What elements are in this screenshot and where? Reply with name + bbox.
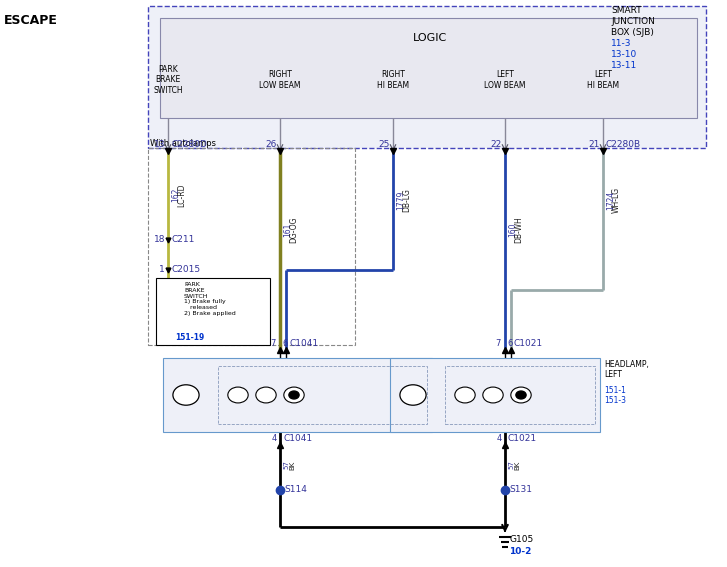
Text: DB-WH: DB-WH: [514, 217, 523, 243]
FancyBboxPatch shape: [156, 278, 270, 345]
Text: 161: 161: [283, 223, 292, 237]
Text: With autolamps: With autolamps: [150, 139, 216, 148]
Text: 151-19: 151-19: [175, 333, 204, 342]
Text: 160: 160: [508, 223, 517, 237]
Circle shape: [228, 387, 248, 403]
Text: 25: 25: [379, 140, 390, 149]
FancyBboxPatch shape: [160, 18, 697, 118]
Text: 13-10: 13-10: [611, 50, 638, 59]
Text: 22: 22: [491, 140, 502, 149]
Text: M: M: [409, 395, 417, 404]
Text: LEFT
LOW BEAM: LEFT LOW BEAM: [484, 70, 526, 90]
Text: 151-1
151-3: 151-1 151-3: [436, 386, 458, 405]
Text: RIGHT
LOW BEAM: RIGHT LOW BEAM: [260, 70, 301, 90]
Text: M: M: [182, 395, 190, 404]
Text: DG-OG: DG-OG: [289, 217, 298, 243]
Text: 4: 4: [272, 434, 277, 443]
Text: 1724: 1724: [606, 191, 615, 210]
Text: S114: S114: [284, 485, 307, 494]
Text: C1021: C1021: [508, 434, 537, 443]
Text: S131: S131: [509, 485, 532, 494]
Text: 162: 162: [171, 188, 180, 202]
Text: C2280B: C2280B: [606, 140, 641, 149]
Text: 7: 7: [270, 339, 276, 348]
Text: 57: 57: [283, 460, 289, 469]
Text: SMART: SMART: [611, 6, 642, 15]
Text: C2280D: C2280D: [171, 140, 207, 149]
Text: BOX (SJB): BOX (SJB): [611, 28, 654, 37]
Text: PARK
BRAKE
SWITCH: PARK BRAKE SWITCH: [153, 65, 182, 95]
Text: HEADLAMP,
LEFT: HEADLAMP, LEFT: [604, 360, 649, 379]
Text: 6: 6: [282, 339, 287, 348]
Text: LOW: LOW: [459, 392, 471, 397]
FancyBboxPatch shape: [163, 358, 432, 432]
Text: 13-11: 13-11: [611, 61, 638, 70]
Text: 13: 13: [153, 140, 165, 149]
Circle shape: [289, 391, 299, 399]
Text: 151-1
151-3: 151-1 151-3: [604, 386, 626, 405]
Text: LC-RD: LC-RD: [177, 183, 186, 207]
Text: 10-2: 10-2: [509, 547, 531, 556]
Text: 6: 6: [507, 339, 513, 348]
Circle shape: [173, 385, 199, 405]
Text: HI: HI: [490, 392, 496, 397]
Circle shape: [483, 387, 503, 403]
Text: 11-3: 11-3: [611, 39, 632, 48]
Circle shape: [400, 385, 426, 405]
Text: HI: HI: [263, 392, 269, 397]
Text: LOW: LOW: [232, 392, 244, 397]
Text: ESCAPE: ESCAPE: [4, 14, 58, 27]
Text: LOGIC: LOGIC: [413, 33, 447, 43]
Circle shape: [511, 387, 531, 403]
Text: 1779: 1779: [396, 191, 405, 210]
Circle shape: [455, 387, 475, 403]
Text: DB-LG: DB-LG: [402, 188, 411, 212]
Text: HEADLAMP,
RIGHT: HEADLAMP, RIGHT: [436, 360, 481, 379]
Text: 26: 26: [265, 140, 277, 149]
Text: C211: C211: [171, 235, 194, 244]
Text: 21: 21: [589, 140, 600, 149]
Text: 7: 7: [496, 339, 501, 348]
Text: BK: BK: [514, 460, 520, 469]
Text: 1: 1: [159, 265, 165, 274]
Text: C1021: C1021: [514, 339, 543, 348]
Circle shape: [516, 391, 526, 399]
Text: 57: 57: [508, 460, 514, 469]
FancyBboxPatch shape: [390, 358, 600, 432]
Text: PARK
BRAKE
SWITCH
1) Brake fully
   released
2) Brake applied: PARK BRAKE SWITCH 1) Brake fully release…: [184, 282, 236, 316]
Circle shape: [256, 387, 276, 403]
Text: C1041: C1041: [283, 434, 312, 443]
Text: G105: G105: [509, 535, 533, 544]
Text: RIGHT
HI BEAM: RIGHT HI BEAM: [377, 70, 409, 90]
Text: C2015: C2015: [171, 265, 200, 274]
Text: WH-LG: WH-LG: [612, 187, 621, 213]
Circle shape: [284, 387, 304, 403]
Text: 4: 4: [497, 434, 502, 443]
Text: BK: BK: [289, 460, 295, 469]
Text: C1041: C1041: [289, 339, 318, 348]
FancyBboxPatch shape: [148, 6, 706, 148]
Text: JUNCTION: JUNCTION: [611, 17, 655, 26]
Text: 18: 18: [153, 235, 165, 244]
Text: LEFT
HI BEAM: LEFT HI BEAM: [587, 70, 619, 90]
